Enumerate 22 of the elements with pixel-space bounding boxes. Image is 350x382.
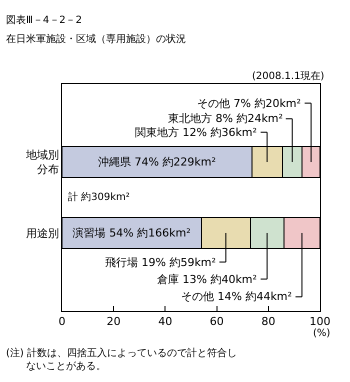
x-tick-label: 80	[261, 315, 276, 328]
data-label: 沖縄県 74% 約229km²	[98, 156, 216, 169]
data-label: 飛行場 19% 約59km²	[105, 256, 216, 269]
x-tick-label: 60	[210, 315, 224, 328]
y-tick-label: 地域別分布	[24, 148, 59, 176]
data-label: 演習場 54% 約166km²	[72, 226, 191, 240]
data-label: その他 14% 約44km²	[181, 290, 292, 303]
chart-title: 図表Ⅲ－4－2－2	[6, 14, 82, 26]
data-label: 東北地方 8% 約24km²	[168, 112, 283, 125]
data-label: 倉庫 13% 約40km²	[157, 273, 257, 286]
x-tick-label: 40	[158, 315, 172, 328]
x-axis-title: (%)	[313, 328, 330, 339]
x-tick-label: 100	[310, 315, 330, 328]
text: (2008.1.1現在)	[252, 70, 324, 82]
y-tick-label: 用途別	[26, 226, 59, 240]
text: (注) 計数は、四捨五入によっているので計と符合しないことがある。	[6, 347, 237, 372]
x-tick-label: 0	[58, 315, 66, 328]
x-tick-label: 20	[106, 315, 121, 328]
chart-subtitle: 在日米軍施設・区域（専用施設）の状況	[6, 33, 186, 45]
data-label: 関東地方 12% 約36km²	[135, 126, 257, 139]
annotation: 計 約309km²	[68, 191, 130, 203]
data-label: その他 7% 約20km²	[197, 97, 301, 110]
